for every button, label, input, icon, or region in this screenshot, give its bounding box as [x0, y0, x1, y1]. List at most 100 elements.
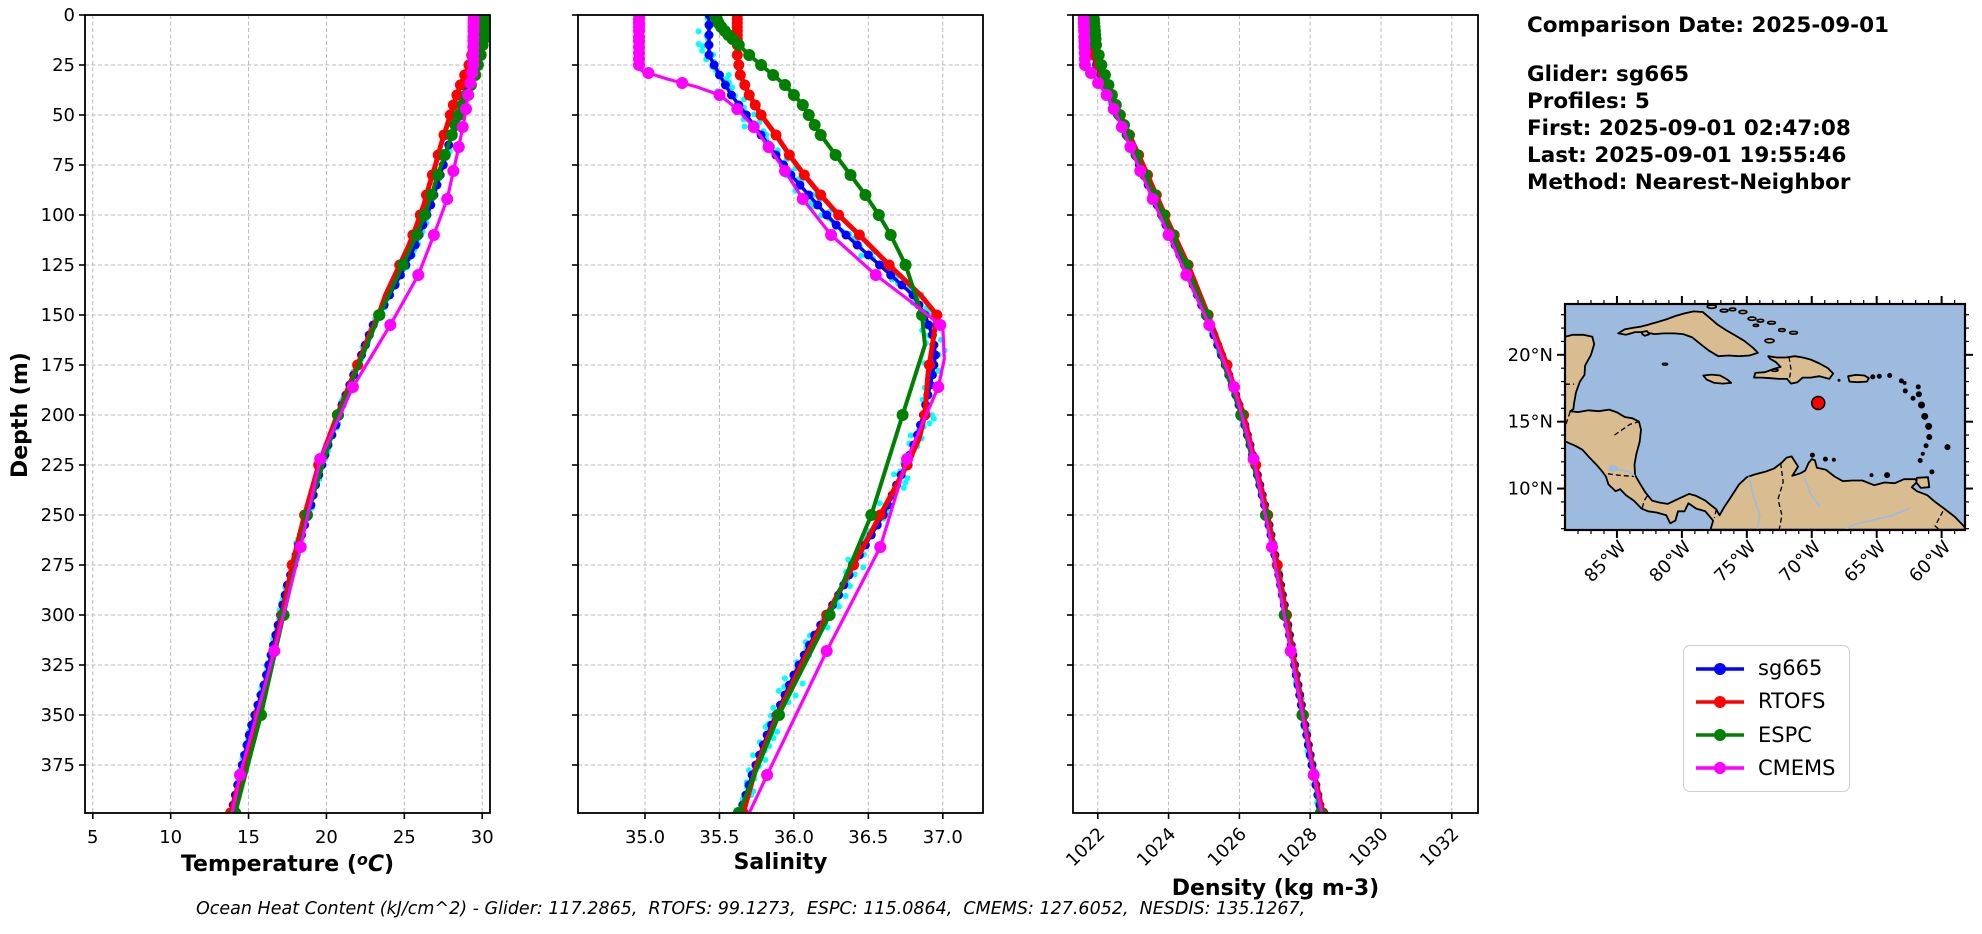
map-island-small [1770, 368, 1779, 373]
profile-marker-RTOFS [883, 259, 895, 271]
map-island-small [1747, 316, 1757, 322]
profile-marker-ESPC [844, 169, 857, 181]
legend-sample-espc [1696, 729, 1744, 742]
profile-marker-ESPC [438, 149, 451, 161]
map-island-dot [1925, 422, 1933, 430]
depth-axis-label: Depth (m) [8, 352, 33, 478]
y-tick-label: 375 [41, 755, 75, 776]
profile-marker-ESPC [802, 109, 815, 121]
profile-marker-CMEMS [901, 453, 914, 465]
y-tick-label: 225 [41, 455, 75, 476]
x-tick-label: 37.0 [923, 827, 963, 848]
raw-sample-dot [926, 420, 933, 427]
map-river [1748, 476, 1761, 530]
y-tick-label: 100 [41, 205, 75, 226]
map-island-small [1728, 307, 1737, 312]
profile-marker-CMEMS [346, 381, 359, 393]
profile-marker-CMEMS [464, 77, 477, 89]
map-country-border [1713, 509, 1717, 519]
raw-sample-dot [762, 756, 769, 763]
profile-marker-CMEMS [825, 229, 838, 241]
map-island-dot [1870, 374, 1876, 380]
profile-marker-RTOFS [798, 169, 810, 181]
profile-marker-sg665 [863, 250, 873, 260]
map-country-border [1641, 494, 1649, 509]
profile-marker-sg665 [831, 220, 841, 230]
raw-sample-dot [774, 728, 781, 735]
raw-sample-dot [900, 484, 907, 491]
raw-sample-dot [842, 593, 849, 599]
map-river [1845, 507, 1911, 530]
panel-density: 1022 1024 1026 1028 1030 1032 [1062, 14, 1479, 871]
map-island-dot [1910, 395, 1916, 401]
profile-marker-ESPC [418, 209, 431, 221]
y-tick-label: 175 [41, 355, 75, 376]
map-frame [1563, 302, 1967, 532]
profile-marker-ESPC [823, 609, 836, 621]
map-island-small [1738, 309, 1748, 315]
profile-marker-RTOFS [454, 79, 466, 91]
map-river [1803, 476, 1821, 507]
profile-marker-CMEMS [1124, 141, 1137, 153]
profile-marker-CMEMS [1146, 193, 1159, 205]
profile-marker-CMEMS [456, 121, 469, 133]
raw-sample-dot [799, 680, 806, 687]
profile-marker-ESPC [814, 129, 827, 141]
map-country-border [1777, 463, 1784, 530]
profile-marker-CMEMS [314, 453, 327, 465]
map-inner [1565, 304, 1965, 530]
profile-marker-RTOFS [447, 99, 459, 111]
first-dive-line: First: 2025-09-01 02:47:08 [1527, 116, 1851, 141]
map-country-border [1565, 411, 1571, 428]
map-lake-nicaragua [1608, 465, 1618, 472]
profile-marker-CMEMS [234, 769, 246, 781]
profile-marker-sg665 [709, 60, 719, 70]
profile-marker-CMEMS [1247, 453, 1260, 465]
profile-marker-ESPC [808, 119, 821, 131]
y-tick-label: 50 [52, 105, 75, 126]
profile-CMEMS-temperature [230, 15, 480, 813]
last-dive-line: Last: 2025-09-01 19:55:46 [1527, 143, 1847, 168]
profile-marker-ESPC [899, 259, 912, 271]
profile-marker-CMEMS [747, 121, 760, 133]
map-island-small [1788, 330, 1799, 335]
profile-marker-CMEMS [1228, 381, 1241, 393]
map: 85°W 80°W 75°W 70°W 65°W 60°W 20°N 15°N 10°N [1508, 296, 1973, 587]
profile-marker-CMEMS [874, 541, 887, 553]
profile-marker-sg665 [715, 70, 724, 80]
map-island-dot [1917, 457, 1923, 463]
profile-marker-CMEMS [1107, 103, 1120, 115]
map-land-puerto-rico [1847, 374, 1870, 384]
profile-marker-ESPC [1092, 49, 1105, 61]
profile-marker-sg665 [720, 80, 730, 90]
map-island-dot [1869, 473, 1874, 478]
x-tick-label: 20 [315, 827, 338, 848]
profile-marker-RTOFS [833, 209, 845, 221]
profile-marker-ESPC [779, 79, 791, 91]
map-island-small [1719, 308, 1729, 313]
map-island-dot [1917, 401, 1925, 409]
y-tick-label: 300 [41, 605, 75, 626]
profile-ESPC-salinity [709, 15, 928, 813]
profile-marker-CMEMS [460, 103, 472, 115]
profile-marker-sg665 [841, 230, 851, 240]
profile-marker-CMEMS [642, 67, 655, 79]
raw-sample-dot [835, 603, 842, 610]
profile-marker-CMEMS [412, 269, 425, 281]
profile-ESPC-temperature [229, 15, 490, 813]
profile-marker-CMEMS [1266, 541, 1278, 553]
profile-marker-sg665 [704, 20, 714, 30]
x-tick-label: 36.0 [774, 827, 814, 848]
profile-marker-ESPC [1090, 39, 1102, 51]
profile-marker-CMEMS [731, 103, 744, 115]
map-island-dot [1915, 391, 1922, 398]
profile-marker-CMEMS [869, 269, 882, 281]
map-lon-tick-label: 70°W [1775, 537, 1825, 587]
profile-marker-sg665 [795, 180, 805, 190]
profile-marker-RTOFS [853, 229, 865, 241]
x-tick-label: 25 [393, 827, 416, 848]
series-group-salinity [633, 15, 948, 813]
profile-marker-sg665 [924, 320, 934, 330]
map-country-border [1607, 473, 1634, 478]
